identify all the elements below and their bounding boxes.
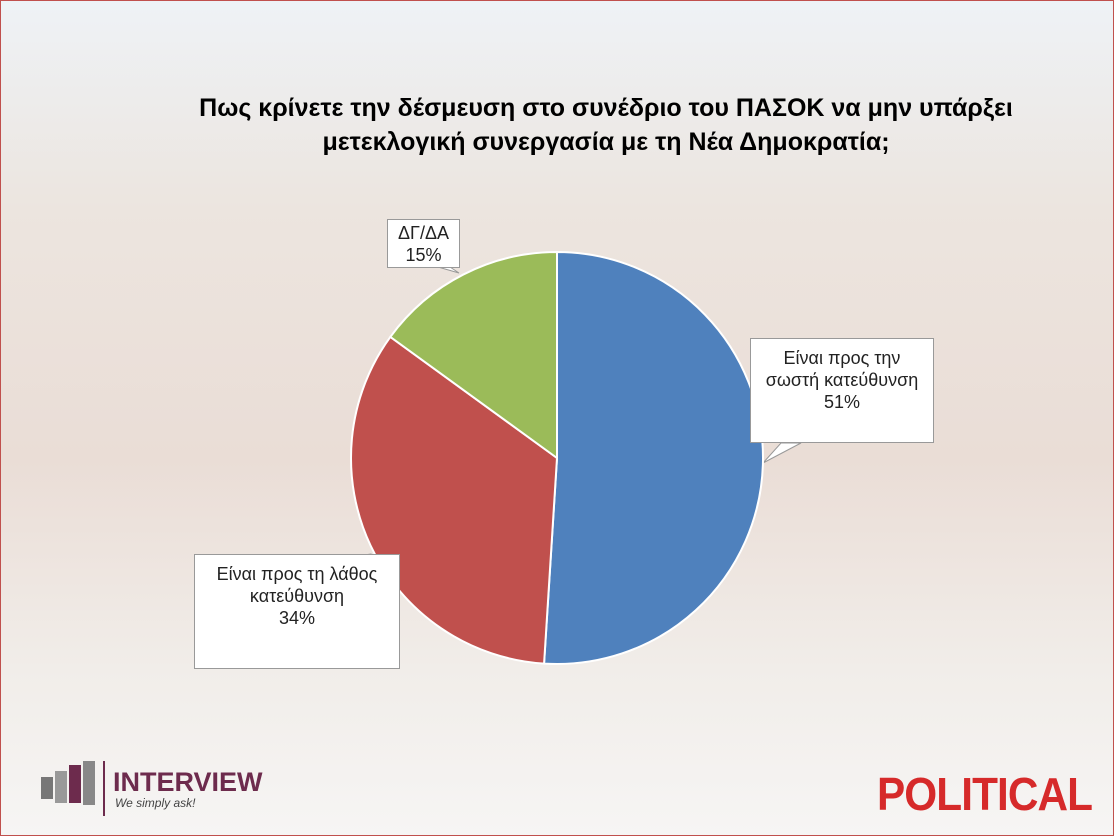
pie-slice — [543, 250, 764, 665]
pie-slice — [388, 250, 558, 460]
tagline: We simply ask! — [115, 796, 196, 810]
callout — [762, 442, 802, 464]
chart-title: Πως κρίνετε την δέσμευση στο συνέδριο το… — [199, 94, 1013, 156]
category-label: ΔΓ/ΔΑ — [398, 223, 449, 243]
value-label: 51% — [823, 392, 861, 412]
logo-mark — [41, 761, 105, 816]
category-label: Είναι προς τη λάθος κατεύθυνση — [216, 564, 378, 606]
pie-slice — [350, 335, 559, 665]
data-label: Είναι προς την σωστή κατεύθυνση 51% — [750, 338, 934, 443]
value-label: 34% — [278, 608, 316, 628]
data-label: ΔΓ/ΔΑ 15% — [387, 219, 460, 268]
logo-text: POLITICAL — [877, 768, 1093, 820]
value-label: 15% — [405, 245, 442, 265]
data-label: Είναι προς τη λάθος κατεύθυνση 34% — [194, 554, 400, 669]
category-label: Είναι προς την σωστή κατεύθυνση — [765, 348, 919, 390]
logo-text: INTERVIEW — [113, 767, 263, 797]
